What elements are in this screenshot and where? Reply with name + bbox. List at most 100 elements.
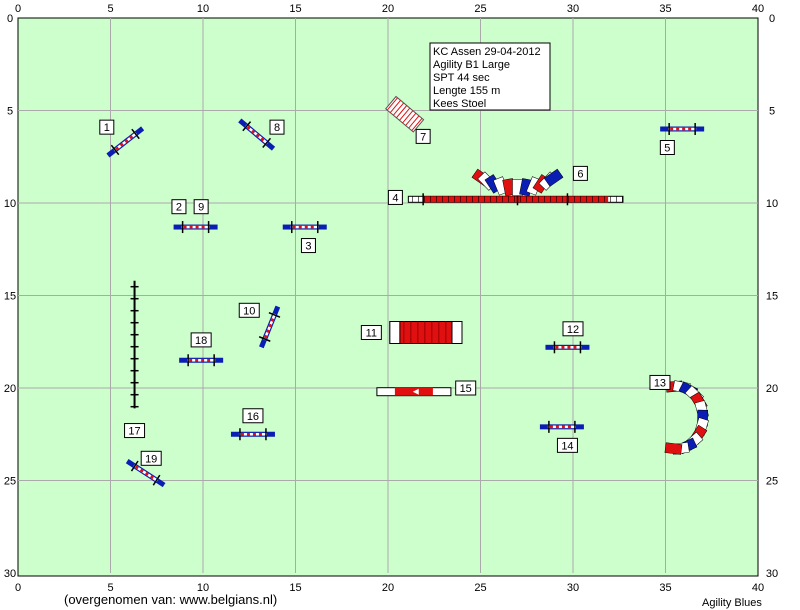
number-box	[140, 450, 162, 466]
obstacle-number-5: 5	[659, 140, 675, 155]
number-box	[269, 119, 285, 135]
jump-bar-stripe	[207, 358, 211, 362]
x-tick-label-top: 15	[289, 3, 301, 15]
obstacle-number-9: 9	[193, 199, 209, 215]
y-tick-label-right: 25	[766, 476, 778, 488]
source-credit: (overgenomen van: www.belgians.nl)	[64, 592, 278, 607]
number-box	[455, 380, 477, 396]
jump-post	[110, 144, 120, 156]
jump-bar-stripe	[139, 468, 144, 473]
jump-bar-stripe	[561, 346, 565, 349]
jump-bar-stripe	[252, 432, 256, 436]
jump-bar-stripe	[260, 137, 265, 142]
y-tick-label-right: 0	[769, 13, 775, 25]
tunnel-obstacle-straight	[389, 321, 463, 344]
y-tick-label-left: 15	[4, 291, 16, 303]
jump-obstacle	[660, 123, 705, 135]
info-line: Lengte 155 m	[433, 85, 500, 97]
obstacle-number-13: 13	[649, 374, 671, 390]
number-box	[193, 199, 209, 215]
y-tick-label-right: 10	[766, 198, 778, 210]
jump-bar-stripe	[555, 425, 559, 429]
obstacle-number-16: 16	[242, 408, 264, 424]
jump-bar-stripe	[561, 425, 565, 429]
obstacle-number-12: 12	[562, 321, 584, 337]
jump-post	[242, 121, 252, 132]
y-tick-label-left: 5	[7, 106, 13, 118]
tire-slat	[396, 105, 408, 119]
tire-obstacle	[385, 95, 425, 133]
tunnel-opening	[451, 321, 463, 344]
obstacle-number-2: 2	[171, 199, 187, 215]
tire-slat	[399, 107, 411, 121]
jump-obstacle	[238, 118, 276, 151]
obstacle-number-6: 6	[572, 165, 588, 181]
number-label: 17	[128, 426, 140, 438]
number-box	[572, 165, 588, 181]
jump-post	[152, 474, 161, 486]
number-box	[190, 332, 212, 348]
number-label: 1	[104, 122, 110, 134]
tire-slat	[392, 102, 405, 116]
number-box	[124, 423, 146, 439]
jump-bar-stripe	[549, 425, 553, 429]
obstacle-number-10: 10	[238, 302, 260, 318]
tunnel-segment	[543, 168, 564, 187]
info-line: Agility B1 Large	[433, 59, 510, 71]
y-tick-label-right: 30	[766, 568, 778, 580]
number-box	[556, 437, 578, 453]
y-tick-label-left: 10	[4, 198, 16, 210]
number-label: 19	[145, 453, 157, 465]
tire-slat	[389, 100, 401, 113]
obstacle-number-14: 14	[556, 437, 578, 453]
obstacle-number-3: 3	[300, 238, 316, 254]
number-label: 16	[247, 411, 259, 423]
y-tick-label-left: 30	[4, 568, 16, 580]
number-label: 12	[567, 324, 579, 336]
number-label: 9	[198, 202, 204, 214]
jump-bar-stripe	[119, 142, 124, 147]
x-tick-label-bottom: 40	[752, 582, 764, 594]
number-label: 14	[561, 440, 573, 452]
table-obstacle	[376, 387, 452, 397]
jump-bar-stripe	[246, 125, 251, 130]
obstacle-number-7: 7	[415, 128, 431, 144]
obstacle-number-8: 8	[269, 119, 285, 135]
number-box	[242, 408, 264, 424]
tunnel-obstacle-curved	[664, 380, 709, 455]
jump-obstacle	[230, 428, 275, 441]
jump-bar-stripe	[195, 225, 199, 229]
jump-obstacle	[173, 221, 218, 234]
x-tick-label-bottom: 30	[567, 582, 579, 594]
jump-bar-stripe	[149, 475, 154, 480]
number-label: 13	[654, 377, 666, 389]
jump-bar-stripe	[255, 133, 260, 138]
jump-obstacle	[545, 341, 590, 354]
obstacle-number-18: 18	[190, 332, 212, 348]
jump-bar-stripe	[567, 346, 571, 349]
jump-bar-stripe	[670, 127, 674, 131]
jump-bar-stripe	[676, 127, 680, 131]
jump-obstacle	[125, 459, 166, 488]
obstacle-number-15: 15	[455, 380, 477, 396]
tire-slat	[411, 118, 423, 131]
y-tick-label-left: 20	[4, 383, 16, 395]
x-tick-label-bottom: 20	[382, 582, 394, 594]
y-tick-label-right: 5	[769, 106, 775, 118]
jump-obstacle	[282, 221, 327, 234]
x-tick-label-bottom: 0	[15, 582, 21, 594]
x-tick-label-bottom: 15	[289, 582, 301, 594]
jump-bar-stripe	[183, 225, 187, 229]
jump-bar-stripe	[555, 346, 559, 349]
tire-slat	[405, 112, 417, 126]
table-arrow	[412, 388, 419, 395]
tire-slat	[402, 110, 414, 124]
jump-post	[130, 460, 139, 472]
jump-bar-stripe	[240, 432, 244, 436]
number-label: 10	[243, 305, 255, 317]
y-tick-label-left: 0	[7, 13, 13, 25]
tire-slat	[408, 115, 420, 129]
